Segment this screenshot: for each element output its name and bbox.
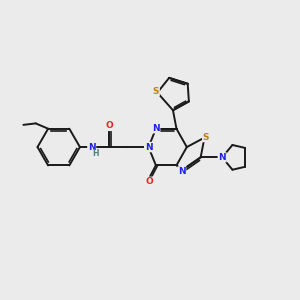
Text: N: N (145, 142, 152, 152)
Text: S: S (203, 133, 209, 142)
Text: N: N (152, 124, 160, 133)
Text: O: O (106, 122, 113, 130)
Text: N: N (178, 167, 186, 176)
Text: N: N (88, 142, 95, 152)
Text: H: H (92, 149, 99, 158)
Text: O: O (145, 177, 153, 186)
Text: N: N (218, 153, 226, 162)
Text: S: S (153, 87, 159, 96)
